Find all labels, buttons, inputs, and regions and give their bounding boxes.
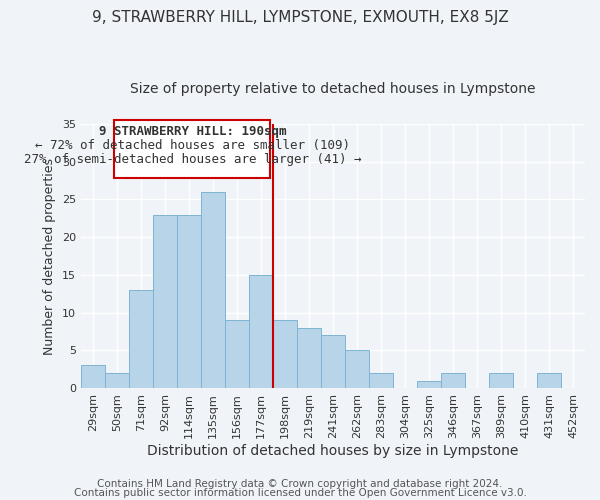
Title: Size of property relative to detached houses in Lympstone: Size of property relative to detached ho… (130, 82, 536, 96)
Bar (321, 336, 345, 388)
Bar (273, 320, 297, 388)
Bar (537, 373, 561, 388)
Text: Contains HM Land Registry data © Crown copyright and database right 2024.: Contains HM Land Registry data © Crown c… (97, 479, 503, 489)
Text: ← 72% of detached houses are smaller (109): ← 72% of detached houses are smaller (10… (35, 139, 350, 152)
Bar (417, 380, 441, 388)
Y-axis label: Number of detached properties: Number of detached properties (43, 158, 56, 354)
Bar (489, 373, 513, 388)
FancyBboxPatch shape (115, 120, 271, 178)
Bar (129, 290, 153, 388)
Bar (225, 320, 249, 388)
Bar (369, 373, 393, 388)
Bar (153, 214, 177, 388)
Bar (105, 373, 129, 388)
X-axis label: Distribution of detached houses by size in Lympstone: Distribution of detached houses by size … (147, 444, 518, 458)
Bar (201, 192, 225, 388)
Bar (177, 214, 201, 388)
Bar (297, 328, 321, 388)
Bar (249, 275, 273, 388)
Text: Contains public sector information licensed under the Open Government Licence v3: Contains public sector information licen… (74, 488, 526, 498)
Text: 27% of semi-detached houses are larger (41) →: 27% of semi-detached houses are larger (… (23, 154, 361, 166)
Bar (81, 366, 105, 388)
Text: 9, STRAWBERRY HILL, LYMPSTONE, EXMOUTH, EX8 5JZ: 9, STRAWBERRY HILL, LYMPSTONE, EXMOUTH, … (92, 10, 508, 25)
Bar (441, 373, 465, 388)
Bar (345, 350, 369, 388)
Text: 9 STRAWBERRY HILL: 190sqm: 9 STRAWBERRY HILL: 190sqm (98, 125, 286, 138)
